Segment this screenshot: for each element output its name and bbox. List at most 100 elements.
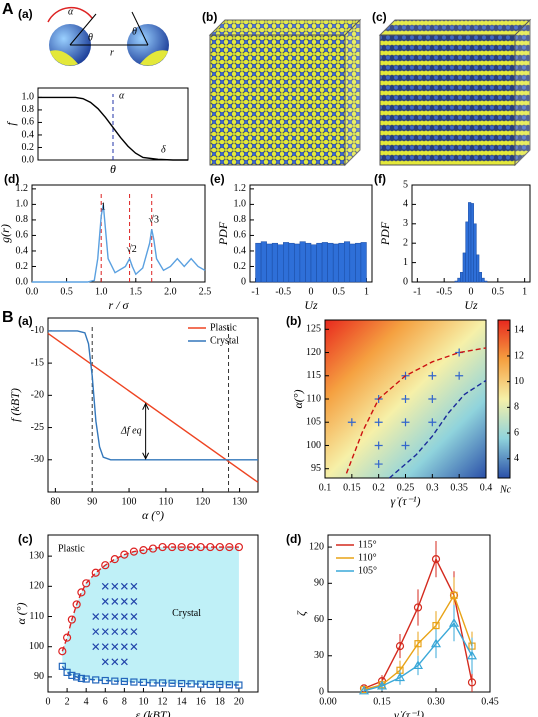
marker bbox=[58, 647, 67, 656]
marker bbox=[455, 371, 464, 380]
cube-face bbox=[208, 19, 362, 36]
x-tick-label: 1.0 bbox=[95, 286, 108, 297]
bar bbox=[327, 242, 334, 283]
y-tick-label: 0.0 bbox=[16, 276, 29, 287]
x-axis-label: γ̇ (τ⁻¹) bbox=[391, 494, 421, 508]
patch bbox=[140, 50, 168, 66]
y-tick-label: 1.0 bbox=[16, 199, 29, 210]
y-tick-label: 90 bbox=[34, 671, 44, 682]
x-tick-label: 130 bbox=[232, 496, 247, 507]
bar bbox=[260, 241, 267, 283]
marker bbox=[92, 643, 100, 651]
x-tick-label: 16 bbox=[196, 696, 206, 707]
cube-face bbox=[514, 18, 531, 167]
bar bbox=[457, 277, 461, 283]
y-tick-label: 100 bbox=[29, 641, 44, 652]
data-line bbox=[32, 204, 206, 283]
marker bbox=[167, 542, 177, 552]
marker bbox=[130, 678, 138, 686]
marker bbox=[376, 680, 388, 690]
annotation: Δf eq bbox=[120, 426, 142, 437]
y-tick-label: 60 bbox=[314, 614, 324, 625]
schematic-label: r bbox=[110, 47, 114, 58]
y-tick-label: -10 bbox=[31, 325, 44, 336]
plot-frame bbox=[327, 534, 491, 693]
marker bbox=[374, 460, 383, 469]
bar bbox=[484, 280, 488, 283]
marker bbox=[187, 680, 195, 688]
plot-frame bbox=[47, 317, 259, 493]
bar bbox=[470, 203, 474, 283]
marker bbox=[62, 633, 72, 642]
bar bbox=[332, 243, 339, 283]
bar bbox=[481, 277, 485, 283]
panel-label: (c) bbox=[372, 10, 387, 24]
x-tick-label: 80 bbox=[50, 496, 60, 507]
y-axis-label: f bbox=[4, 121, 18, 126]
x-tick-label: 8 bbox=[122, 696, 127, 707]
y-tick-label: 0 bbox=[403, 276, 408, 287]
x-tick-label: 0.2 bbox=[372, 482, 385, 493]
marker bbox=[130, 613, 138, 620]
y-tick-label: 1.2 bbox=[16, 183, 29, 194]
bar bbox=[277, 244, 284, 283]
colorbar-tick-label: 8 bbox=[514, 402, 519, 413]
colorbar-label: Nc bbox=[499, 484, 512, 495]
panel-label: (a) bbox=[18, 7, 33, 21]
marker bbox=[431, 555, 441, 564]
region-label: Crystal bbox=[172, 608, 201, 619]
x-tick-label: 10 bbox=[138, 696, 148, 707]
x-axis-label: α (°) bbox=[142, 508, 164, 522]
bar bbox=[299, 241, 306, 283]
legend-label: Plastic bbox=[210, 322, 237, 333]
marker bbox=[216, 680, 224, 689]
y-tick-label: 0.6 bbox=[234, 230, 247, 241]
marker bbox=[234, 542, 244, 552]
marker bbox=[168, 679, 176, 687]
marker bbox=[130, 643, 138, 651]
marker bbox=[120, 677, 128, 686]
panel-label: (b) bbox=[286, 314, 301, 328]
marker bbox=[401, 395, 410, 403]
annotation: √3 bbox=[148, 215, 159, 226]
marker bbox=[130, 628, 138, 636]
data-line bbox=[47, 332, 259, 483]
marker bbox=[101, 658, 109, 666]
legend-label: 110° bbox=[358, 552, 377, 563]
y-tick-label: 0.4 bbox=[22, 129, 35, 140]
phase-region bbox=[62, 547, 239, 686]
panel-label: (d) bbox=[4, 172, 19, 186]
y-tick-label: 0.2 bbox=[16, 261, 29, 272]
y-tick-label: 0.8 bbox=[22, 104, 35, 115]
x-tick-label: 0.5 bbox=[492, 286, 505, 297]
legend-label: 115° bbox=[358, 539, 377, 550]
bar bbox=[310, 244, 317, 283]
cube-face bbox=[379, 34, 516, 166]
marker bbox=[197, 680, 205, 688]
marker bbox=[374, 418, 383, 427]
marker bbox=[82, 675, 90, 683]
marker bbox=[467, 678, 477, 687]
x-tick-label: 100 bbox=[122, 496, 137, 507]
arrow-head bbox=[142, 402, 150, 460]
marker bbox=[111, 597, 119, 605]
x-tick-label: 0 bbox=[46, 696, 51, 707]
x-axis-label: r / σ bbox=[109, 298, 130, 312]
marker bbox=[430, 638, 442, 648]
x-tick-label: 0.5 bbox=[332, 286, 345, 297]
bar bbox=[454, 280, 458, 283]
marker bbox=[101, 561, 110, 570]
marker bbox=[466, 650, 478, 660]
x-tick-label: 0.25 bbox=[397, 482, 415, 493]
y-tick-label: 95 bbox=[311, 463, 321, 474]
x-tick-label: 0.3 bbox=[426, 482, 439, 493]
x-tick-label: 0.45 bbox=[481, 696, 499, 707]
colorbar-tick-label: 6 bbox=[514, 427, 519, 438]
vector bbox=[69, 13, 97, 46]
annotation: 1 bbox=[101, 201, 106, 212]
marker bbox=[130, 597, 138, 605]
y-tick-label: 110 bbox=[306, 393, 321, 404]
marker bbox=[450, 591, 458, 599]
y-axis-label: ζ bbox=[294, 610, 308, 616]
y-tick-label: 0.8 bbox=[16, 214, 29, 225]
